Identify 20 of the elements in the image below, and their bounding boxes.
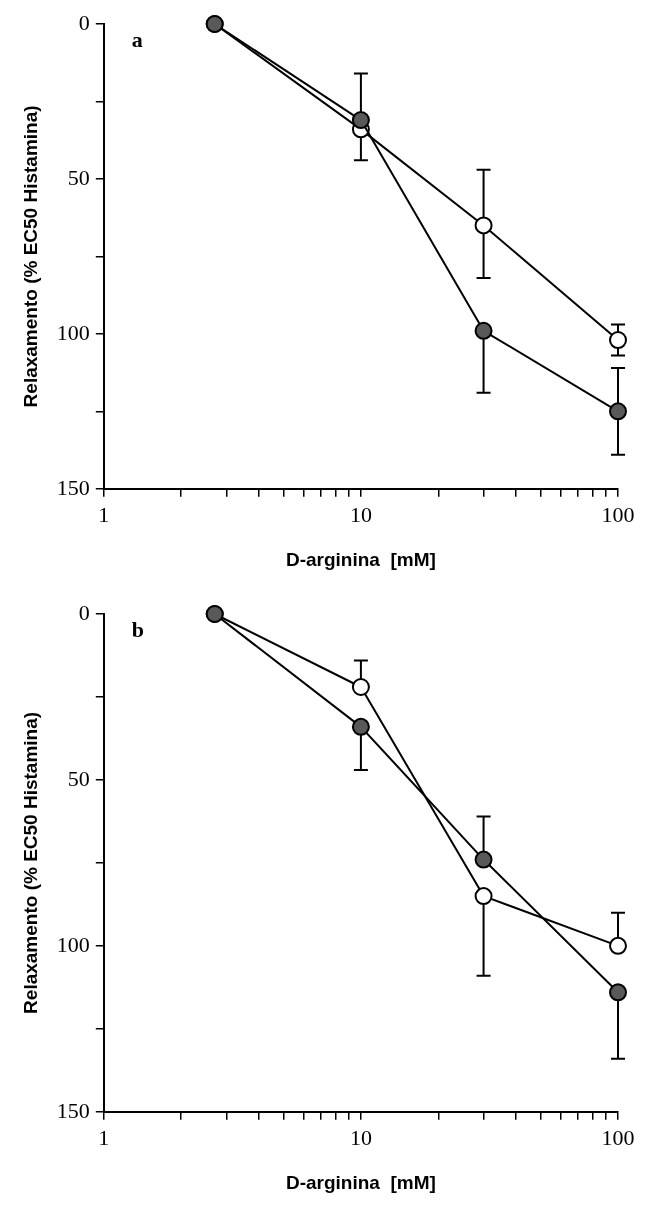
y-tick-label: 100 [56,931,90,957]
y-tick-label: 50 [67,765,90,791]
y-axis-title: Relaxamento (% EC50 Histamina) [19,711,41,1014]
y-tick-label: 0 [78,9,90,35]
x-tick-label: 10 [349,1124,372,1150]
y-axis-title: Relaxamento (% EC50 Histamina) [19,105,41,408]
y-tick-label: 50 [67,164,90,190]
chart-title: a [131,26,143,52]
x-tick-label: 100 [601,501,635,527]
y-tick-label: 100 [56,319,90,345]
x-tick-label: 1 [98,1124,110,1150]
x-tick-label: 10 [349,501,372,527]
y-tick-label: 150 [56,1097,90,1123]
x-axis-title: D-arginina [mM] [285,1171,436,1193]
x-tick-label: 100 [601,1124,635,1150]
chart-title: b [131,616,145,642]
y-tick-label: 150 [56,474,90,500]
x-tick-label: 1 [98,501,110,527]
x-axis-title: D-arginina [mM] [285,548,436,570]
y-tick-label: 0 [78,599,90,625]
